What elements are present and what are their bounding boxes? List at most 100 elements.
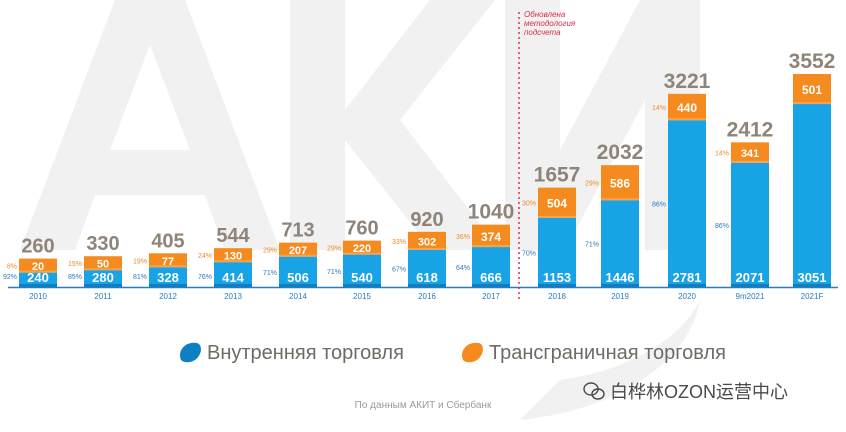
legend-swatch-crossborder bbox=[462, 342, 483, 363]
total-label: 3552 bbox=[789, 50, 836, 73]
total-label: 920 bbox=[410, 209, 443, 231]
bar-crossborder-edge bbox=[538, 215, 576, 218]
bar-crossborder-edge bbox=[408, 247, 446, 250]
value-label-crossborder: 504 bbox=[547, 197, 567, 211]
total-label: 760 bbox=[345, 218, 378, 240]
share-label-crossborder: 14% bbox=[652, 105, 666, 112]
legend: Внутренняя торговля Трансграничная торгов… bbox=[180, 342, 726, 364]
value-label-domestic: 1446 bbox=[606, 270, 635, 285]
value-label-domestic: 1153 bbox=[543, 270, 571, 285]
share-label-domestic: 70% bbox=[522, 250, 536, 257]
value-label-domestic: 240 bbox=[27, 270, 49, 285]
share-label-domestic: 86% bbox=[715, 223, 729, 230]
value-label-domestic: 328 bbox=[157, 270, 179, 285]
bar-domestic bbox=[214, 262, 252, 287]
share-label-domestic: 64% bbox=[456, 265, 470, 272]
share-label-crossborder: 8% bbox=[7, 264, 17, 271]
category-label: 2019 bbox=[611, 292, 629, 301]
channel-watermark-text: 白桦林OZON运营中心 bbox=[610, 382, 788, 402]
share-label-domestic: 85% bbox=[68, 274, 82, 281]
bar-crossborder bbox=[343, 240, 381, 255]
value-label-crossborder: 440 bbox=[677, 101, 697, 115]
total-label: 1657 bbox=[534, 164, 581, 187]
bar-domestic bbox=[731, 162, 769, 287]
bar-domestic bbox=[149, 267, 187, 287]
share-label-domestic: 81% bbox=[133, 274, 147, 281]
share-label-crossborder: 29% bbox=[327, 246, 341, 253]
value-label-domestic: 280 bbox=[92, 270, 114, 285]
bar-crossborder-edge bbox=[793, 102, 831, 105]
bar-domestic bbox=[472, 247, 510, 287]
share-label-domestic: 92% bbox=[3, 274, 17, 281]
share-label-crossborder: 14% bbox=[715, 151, 729, 158]
bar-crossborder bbox=[408, 231, 446, 250]
value-label-domestic: 618 bbox=[416, 270, 438, 285]
total-label: 3221 bbox=[664, 70, 711, 93]
share-label-crossborder: 36% bbox=[456, 234, 470, 241]
bar-crossborder-edge bbox=[472, 245, 510, 248]
category-label: 2013 bbox=[224, 292, 242, 301]
share-label-crossborder: 30% bbox=[522, 201, 536, 208]
value-label-crossborder: 302 bbox=[418, 236, 436, 248]
bar-crossborder bbox=[793, 74, 831, 105]
bar-crossborder-edge bbox=[19, 270, 57, 273]
share-label-domestic: 86% bbox=[652, 202, 666, 209]
value-label-domestic: 414 bbox=[222, 270, 244, 285]
share-label-domestic: 71% bbox=[585, 242, 599, 249]
bar-crossborder-edge bbox=[149, 265, 187, 268]
bar-crossborder-edge bbox=[279, 254, 317, 257]
bar-crossborder-edge bbox=[84, 268, 122, 271]
category-label: 2021F bbox=[801, 292, 824, 301]
bar-domestic bbox=[601, 200, 639, 287]
share-label-crossborder: 29% bbox=[585, 181, 599, 188]
legend-swatch-domestic bbox=[180, 342, 201, 363]
bar-domestic bbox=[84, 270, 122, 287]
value-label-domestic: 540 bbox=[351, 270, 373, 285]
value-label-crossborder: 77 bbox=[162, 256, 174, 268]
bar-domestic-base bbox=[408, 284, 446, 287]
value-label-crossborder: 220 bbox=[353, 243, 371, 255]
share-label-crossborder: 33% bbox=[392, 239, 406, 246]
total-label: 544 bbox=[216, 225, 250, 247]
bar-crossborder bbox=[731, 142, 769, 163]
value-label-domestic: 666 bbox=[480, 270, 502, 285]
bar-domestic bbox=[408, 249, 446, 287]
bar-crossborder bbox=[19, 258, 57, 273]
category-label: 2014 bbox=[289, 292, 307, 301]
total-label: 2412 bbox=[727, 118, 774, 141]
bar-crossborder bbox=[279, 242, 317, 257]
bar-domestic-base bbox=[149, 284, 187, 287]
methodology-annotation-line: методология bbox=[524, 19, 576, 28]
legend-label-domestic: Внутренняя торговля bbox=[207, 342, 404, 364]
bar-domestic-base bbox=[279, 284, 317, 287]
bar-domestic-base bbox=[84, 284, 122, 287]
share-label-domestic: 71% bbox=[327, 269, 341, 276]
share-label-domestic: 76% bbox=[198, 274, 212, 281]
bar-domestic bbox=[279, 256, 317, 287]
value-label-crossborder: 20 bbox=[32, 261, 44, 273]
value-label-crossborder: 374 bbox=[481, 230, 501, 244]
category-label: 2016 bbox=[418, 292, 436, 301]
bar-crossborder bbox=[84, 256, 122, 271]
bar-domestic-base bbox=[731, 284, 769, 287]
bar-crossborder-edge bbox=[343, 252, 381, 255]
legend-label-crossborder: Трансграничная торговля bbox=[489, 342, 726, 364]
bar-crossborder bbox=[214, 248, 252, 263]
category-label: 2020 bbox=[678, 292, 696, 301]
methodology-annotation-line: Обновлена bbox=[524, 10, 566, 19]
share-label-domestic: 71% bbox=[263, 270, 277, 277]
value-label-crossborder: 207 bbox=[289, 245, 307, 257]
value-label-crossborder: 501 bbox=[802, 83, 822, 97]
bar-domestic bbox=[538, 217, 576, 287]
category-label: 9m2021 bbox=[736, 292, 765, 301]
bar-domestic bbox=[793, 104, 831, 287]
bar-crossborder-edge bbox=[601, 198, 639, 201]
value-label-domestic: 3051 bbox=[798, 270, 827, 285]
value-label-crossborder: 586 bbox=[610, 177, 630, 191]
total-label: 2032 bbox=[597, 141, 644, 164]
source-note: По данным АКИТ и Сбербанк bbox=[355, 399, 492, 411]
bar-domestic-base bbox=[214, 284, 252, 287]
value-label-crossborder: 50 bbox=[97, 259, 109, 271]
